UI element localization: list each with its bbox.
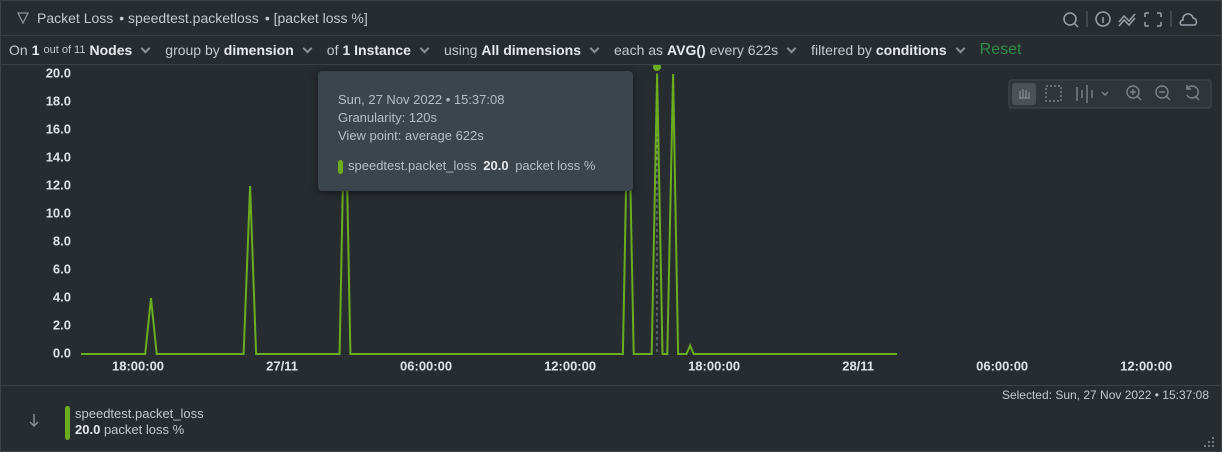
header-actions[interactable] <box>1061 9 1211 29</box>
y-tick-label: 8.0 <box>53 233 71 248</box>
tooltip-row: speedtest.packet_loss 20.0 packet loss % <box>338 157 633 175</box>
legend-item[interactable]: speedtest.packet_loss 20.0 packet loss % <box>75 406 204 438</box>
value[interactable]: conditions <box>875 42 947 58</box>
y-tick-label: 6.0 <box>53 261 71 276</box>
legend: Selected: Sun, 27 Nov 2022 • 15:37:08 sp… <box>1 385 1221 452</box>
value[interactable]: dimension <box>223 42 294 58</box>
value: Sun, 27 Nov 2022 • 15:37:08 <box>1055 388 1209 402</box>
selected: Selected: Sun, 27 Nov 2022 • 15:37:08 <box>1002 388 1209 402</box>
y-tick-label: 18.0 <box>46 93 71 108</box>
swatch <box>338 159 343 174</box>
x-tick-label: 18:00:00 <box>112 358 164 373</box>
value: 120s <box>408 110 438 125</box>
y-tick-label: 12.0 <box>46 177 71 192</box>
value: 20.0 <box>75 422 101 437</box>
x-tick-label: 06:00:00 <box>400 358 452 373</box>
plot: 0.0 2.0 4.0 6.0 8.0 10.0 12.0 14.0 16.0 18.0 20.0 1… <box>46 65 1212 373</box>
label: every 622s <box>709 42 779 58</box>
units: packet loss % <box>515 158 596 173</box>
plot-toolbar[interactable] <box>1008 79 1212 109</box>
title: Packet Loss <box>37 10 114 26</box>
x-tick-label: 27/11 <box>266 358 298 373</box>
sort-icon[interactable] <box>27 412 41 428</box>
context: • speedtest.packetloss <box>119 10 259 26</box>
y-tick-label: 0.0 <box>53 345 71 360</box>
y-tick-label: 14.0 <box>46 149 71 164</box>
plot-layer: 0.0 2.0 4.0 6.0 8.0 10.0 12.0 14.0 16.0 18.0 20.0 1… <box>46 65 1212 373</box>
filter-bar: On 1 out of 11 Nodes group by dimension … <box>1 36 1221 65</box>
x-tick-label: 06:00:00 <box>976 358 1028 373</box>
legend-swatch <box>65 406 70 440</box>
y-tick-label: 2.0 <box>53 317 71 332</box>
resize-handle[interactable] <box>1203 436 1215 448</box>
value[interactable]: 1 Instance <box>342 42 411 58</box>
label: Selected: <box>1001 388 1052 402</box>
reset-button[interactable]: Reset <box>979 41 1022 58</box>
value: 20.0 <box>483 158 509 173</box>
label: filtered by <box>811 42 872 58</box>
value[interactable]: All dimensions <box>481 42 581 58</box>
y-tick-label: 4.0 <box>53 289 71 304</box>
units: • [packet loss %] <box>264 10 368 26</box>
label: each as <box>614 42 664 58</box>
label: Granularity: <box>338 110 406 125</box>
tooltip-time: Sun, 27 Nov 2022 • 15:37:08 <box>338 92 505 107</box>
label: out of 11 <box>43 44 86 56</box>
x-tick-label: 28/11 <box>842 358 874 373</box>
tooltip-view-point: View point: average 622s <box>338 127 633 145</box>
label: of <box>326 42 339 58</box>
value[interactable]: AVG() <box>667 42 706 58</box>
cursor-point <box>653 65 661 71</box>
dimension: speedtest.packet_loss <box>348 158 477 173</box>
label: using <box>443 42 478 58</box>
label: View point: <box>338 128 402 143</box>
y-tick-label: 20.0 <box>46 65 71 80</box>
label: On <box>9 42 28 58</box>
chart-icon <box>16 12 30 25</box>
label: group by <box>165 42 220 58</box>
y-tick-label: 16.0 <box>46 121 71 136</box>
value: average 622s <box>404 128 484 143</box>
units: packet loss % <box>103 422 185 437</box>
tooltip: Sun, 27 Nov 2022 • 15:37:08 Granularity:… <box>318 71 633 191</box>
dimension: speedtest.packet_loss <box>75 406 204 421</box>
x-tick-label: 12:00:00 <box>1120 358 1172 373</box>
tooltip-granularity: Granularity: 120s <box>338 109 633 127</box>
value[interactable]: Nodes <box>89 42 133 58</box>
x-tick-label: 12:00:00 <box>544 358 596 373</box>
y-tick-label: 10.0 <box>46 205 71 220</box>
x-tick-label: 18:00:00 <box>688 358 740 373</box>
header: Packet Loss • speedtest.packetloss • [pa… <box>1 1 1221 36</box>
value[interactable]: 1 <box>31 42 40 58</box>
